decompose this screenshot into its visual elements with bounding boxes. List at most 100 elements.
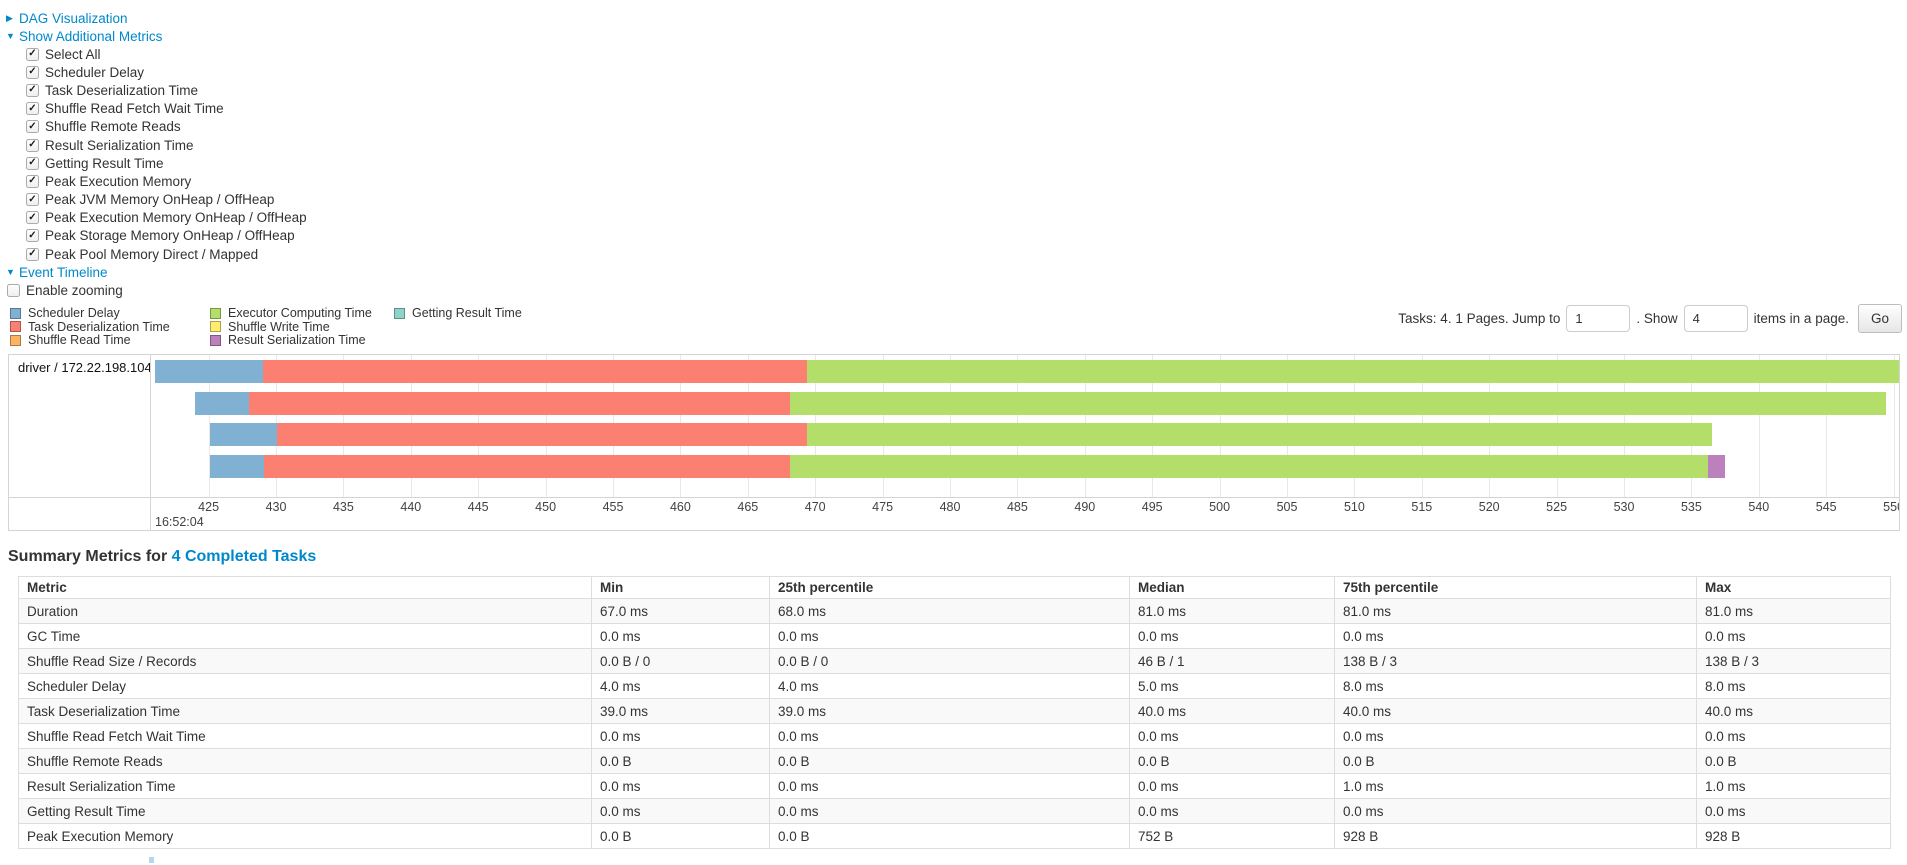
task-2-executor-computing-bar[interactable] (789, 391, 1886, 415)
metric-checkbox-row: Task Deserialization Time (26, 81, 1907, 99)
legend-column: Executor Computing Time Shuffle Write Tim… (210, 306, 394, 347)
summary-metrics-table: Metric Min 25th percentile Median 75th perce… (18, 576, 1891, 850)
metric-checkbox[interactable] (26, 47, 39, 61)
metric-value-cell: 5.0 ms (1129, 673, 1335, 700)
task-1-scheduler-delay-bar[interactable] (154, 360, 263, 384)
metric-checkbox-label: Shuffle Remote Reads (45, 119, 181, 135)
metric-value-cell: 0.0 B (1334, 748, 1697, 775)
metric-checkbox-row: Peak Storage Memory OnHeap / OffHeap (26, 227, 1907, 245)
metric-checkbox-row: Result Serialization Time (26, 136, 1907, 154)
task-4-scheduler-delay-bar[interactable] (209, 454, 264, 478)
legend-item-label: Shuffle Write Time (228, 319, 330, 334)
legend-item-label: Getting Result Time (412, 306, 522, 321)
metric-checkbox[interactable] (26, 193, 39, 207)
metric-value-cell: 928 B (1696, 823, 1891, 850)
metric-checkbox-label: Shuffle Read Fetch Wait Time (45, 101, 224, 117)
metric-checkbox-row: Peak Execution Memory (26, 172, 1907, 190)
axis-tick-label: 435 (332, 500, 354, 515)
axis-tick-label: 450 (535, 500, 557, 515)
task-1-executor-computing-bar[interactable] (807, 360, 1899, 384)
table-row: Result Serialization Time 0.0 ms 0.0 ms 0.0… (18, 773, 1891, 800)
pagination-show-text: . Show (1636, 311, 1678, 327)
caret-right-icon (6, 14, 19, 23)
task-3-scheduler-delay-bar[interactable] (209, 423, 278, 447)
metric-checkbox[interactable] (26, 174, 39, 188)
legend-item: Result Serialization Time (210, 333, 394, 347)
task-4-result-serialization-bar[interactable] (1707, 454, 1726, 478)
metric-value-cell: 0.0 ms (1696, 798, 1891, 825)
task-4-executor-computing-bar[interactable] (789, 454, 1708, 478)
table-header-cell: Metric (18, 576, 592, 600)
metric-value-cell: 0.0 ms (1129, 723, 1335, 750)
pagination-summary-text: Tasks: 4. 1 Pages. Jump to (1398, 311, 1561, 327)
table-header-cell: Median (1129, 576, 1335, 600)
result-serialization-swatch-icon (210, 334, 221, 346)
show-additional-metrics-toggle[interactable]: Show Additional Metrics (6, 27, 1907, 45)
metric-checkbox-label: Peak Execution Memory OnHeap / OffHeap (45, 210, 307, 226)
metric-checkbox-row: Peak Execution Memory OnHeap / OffHeap (26, 209, 1907, 227)
jump-to-page-input[interactable] (1566, 305, 1631, 333)
metric-checkbox[interactable] (26, 65, 39, 79)
event-timeline-toggle[interactable]: Event Timeline (6, 263, 1907, 281)
metric-checkbox[interactable] (26, 156, 39, 170)
task-3-task-deserialization-bar[interactable] (277, 423, 808, 447)
legend-item-label: Task Deserialization Time (28, 319, 170, 334)
metric-checkbox-label: Peak JVM Memory OnHeap / OffHeap (45, 192, 275, 208)
go-button[interactable]: Go (1857, 304, 1902, 334)
axis-gridline (1758, 355, 1760, 498)
table-row: Shuffle Read Size / Records 0.0 B / 0 0.0 … (18, 648, 1891, 675)
metric-name-cell: Peak Execution Memory (18, 823, 592, 850)
metric-checkbox[interactable] (26, 102, 39, 116)
legend-column: Scheduler Delay Task Deserialization Time… (10, 306, 210, 347)
legend-item: Executor Computing Time (210, 306, 394, 320)
metric-checkbox[interactable] (26, 211, 39, 225)
task-4-task-deserialization-bar[interactable] (263, 454, 790, 478)
task-2-task-deserialization-bar[interactable] (249, 391, 790, 415)
timeline-legend: Scheduler Delay Task Deserialization Time… (10, 306, 522, 347)
metric-value-cell: 0.0 ms (769, 798, 1130, 825)
axis-gridline (1893, 355, 1895, 498)
axis-tick-label: 480 (939, 500, 961, 515)
metric-value-cell: 138 B / 3 (1334, 648, 1697, 675)
metric-checkbox-label: Peak Storage Memory OnHeap / OffHeap (45, 228, 295, 244)
summary-title-prefix: Summary Metrics for (8, 548, 172, 566)
task-pagination: Tasks: 4. 1 Pages. Jump to . Show items … (1398, 304, 1902, 334)
metric-value-cell: 0.0 B (591, 748, 770, 775)
metric-value-cell: 138 B / 3 (1696, 648, 1891, 675)
metric-checkbox[interactable] (26, 138, 39, 152)
metric-checkbox-row: Peak Pool Memory Direct / Mapped (26, 245, 1907, 263)
metric-checkbox-label: Select All (45, 46, 101, 62)
items-per-page-input[interactable] (1683, 305, 1748, 333)
axis-tick-label: 510 (1343, 500, 1365, 515)
metric-value-cell: 0.0 B (1129, 748, 1335, 775)
table-row: Shuffle Read Fetch Wait Time 0.0 ms 0.0 ms… (18, 723, 1891, 750)
table-header-cell: 25th percentile (769, 576, 1130, 600)
cutoff-next-section-fragment (149, 857, 154, 863)
legend-item: Shuffle Read Time (10, 333, 210, 348)
metric-checkbox-label: Task Deserialization Time (45, 82, 199, 98)
completed-tasks-link[interactable]: 4 Completed Tasks (171, 548, 317, 566)
task-1-task-deserialization-bar[interactable] (262, 360, 808, 384)
metric-checkbox-label: Peak Pool Memory Direct / Mapped (45, 246, 259, 262)
metric-checkbox[interactable] (26, 120, 39, 134)
metric-checkbox[interactable] (26, 83, 39, 97)
table-row: Peak Execution Memory 0.0 B 0.0 B 752 B 928 … (18, 823, 1891, 850)
dag-visualization-toggle[interactable]: DAG Visualization (6, 9, 1907, 27)
axis-gridline (208, 355, 210, 498)
task-3-executor-computing-bar[interactable] (807, 423, 1712, 447)
axis-tick-label: 545 (1815, 500, 1837, 515)
task-2-scheduler-delay-bar[interactable] (195, 391, 250, 415)
metric-checkbox[interactable] (26, 247, 39, 261)
metric-value-cell: 40.0 ms (1696, 698, 1891, 725)
legend-item-label: Shuffle Read Time (28, 333, 131, 348)
event-timeline-chart: driver / 172.22.198.104 16:52:04 425 430 4… (8, 354, 1900, 532)
axis-tick-label: 445 (467, 500, 489, 515)
enable-zooming-checkbox[interactable] (7, 283, 20, 297)
axis-tick-label: 465 (737, 500, 759, 515)
metric-checkbox[interactable] (26, 229, 39, 243)
axis-tick-label: 520 (1478, 500, 1500, 515)
axis-tick-label: 500 (1209, 500, 1231, 515)
legend-item-label: Executor Computing Time (228, 306, 372, 321)
metric-value-cell: 0.0 B / 0 (769, 648, 1130, 675)
